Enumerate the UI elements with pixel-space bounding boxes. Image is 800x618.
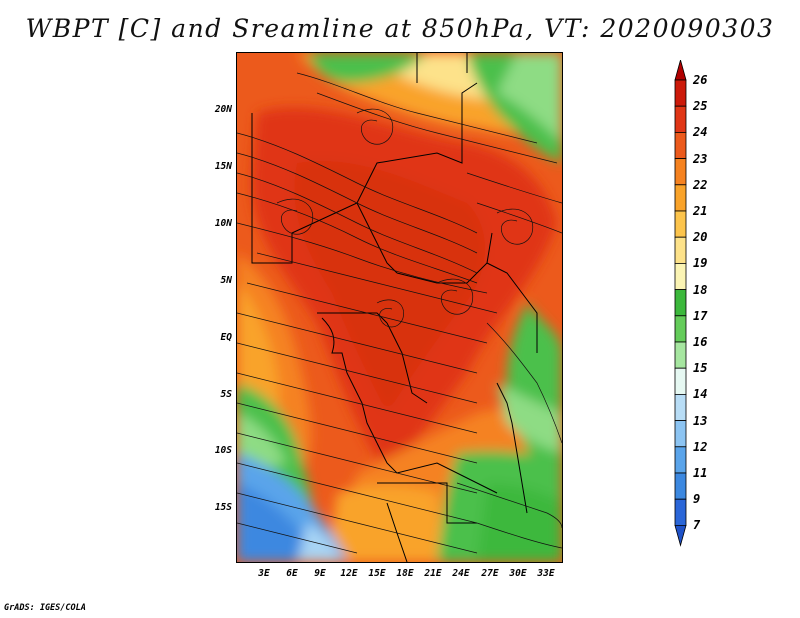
colorbar-box <box>674 367 687 395</box>
colorbar-label: 17 <box>693 308 708 323</box>
colorbar-box <box>674 210 687 238</box>
colorbar-label: 23 <box>693 151 708 166</box>
colorbar-box <box>674 472 687 500</box>
colorbar-box <box>674 420 687 448</box>
colorbar-label: 18 <box>693 282 708 297</box>
colorbar-label: 21 <box>693 204 708 218</box>
lat-label-5n: 5N <box>220 275 232 286</box>
lat-label-eq: EQ <box>220 332 232 343</box>
wbpt-streamline-map <box>236 52 563 563</box>
grads-credit: GrADS: IGES/COLA <box>4 603 86 613</box>
colorbar-box <box>674 446 687 474</box>
colorbar-box <box>674 236 687 264</box>
lat-label-20n: 20N <box>214 104 232 115</box>
colorbar-label: 15 <box>693 361 708 376</box>
colorbar-top-arrow <box>674 60 687 81</box>
colorbar-label: 20 <box>693 230 708 245</box>
lon-label-24e: 24E <box>452 568 470 579</box>
colorbar-box <box>674 315 687 343</box>
colorbar-label: 19 <box>693 256 708 271</box>
lon-label-30e: 30E <box>509 568 527 579</box>
colorbar-label: 14 <box>693 387 708 402</box>
colorbar-box <box>674 289 687 317</box>
colorbar <box>674 60 687 547</box>
lon-label-21e: 21E <box>424 568 442 579</box>
colorbar-box <box>674 132 687 160</box>
lon-label-18e: 18E <box>396 568 414 579</box>
lat-label-10n: 10N <box>214 218 232 229</box>
colorbar-label: 22 <box>693 177 708 192</box>
map-title: WBPT [C] and Sreamline at 850hPa, VT: 20… <box>25 14 775 43</box>
colorbar-label: 13 <box>693 413 708 428</box>
streamlines <box>237 72 562 554</box>
colorbar-box <box>674 498 687 526</box>
lon-label-9e: 9E <box>314 568 326 579</box>
lon-label-6e: 6E <box>286 568 298 579</box>
colorbar-box <box>674 262 687 290</box>
colorbar-label: 26 <box>693 73 708 87</box>
colorbar-label: 12 <box>693 439 708 454</box>
lat-label-15n: 15N <box>214 161 232 172</box>
colorbar-label: 16 <box>693 335 708 349</box>
colorbar-label: 11 <box>693 466 708 480</box>
lon-label-12e: 12E <box>340 568 358 579</box>
colorbar-label: 24 <box>693 125 708 140</box>
map-canvas <box>237 53 562 562</box>
lon-label-15e: 15E <box>368 568 386 579</box>
colorbar-bottom-arrow <box>674 524 687 547</box>
colorbar-label: 25 <box>693 99 708 114</box>
lon-label-3e: 3E <box>258 568 270 579</box>
lat-label-5s: 5S <box>220 389 232 400</box>
lat-label-10s: 10S <box>214 445 232 456</box>
lon-label-27e: 27E <box>481 568 499 579</box>
colorbar-label: 7 <box>693 518 701 533</box>
colorbar-box <box>674 158 687 186</box>
lat-label-15s: 15S <box>214 502 232 513</box>
colorbar-box <box>674 105 687 133</box>
colorbar-box <box>674 393 687 421</box>
colorbar-box <box>674 79 687 107</box>
lon-label-33e: 33E <box>537 568 555 579</box>
temperature-field <box>237 53 562 562</box>
colorbar-box <box>674 341 687 369</box>
country-boundaries <box>251 53 538 562</box>
colorbar-label: 9 <box>693 492 701 507</box>
colorbar-box <box>674 184 687 212</box>
